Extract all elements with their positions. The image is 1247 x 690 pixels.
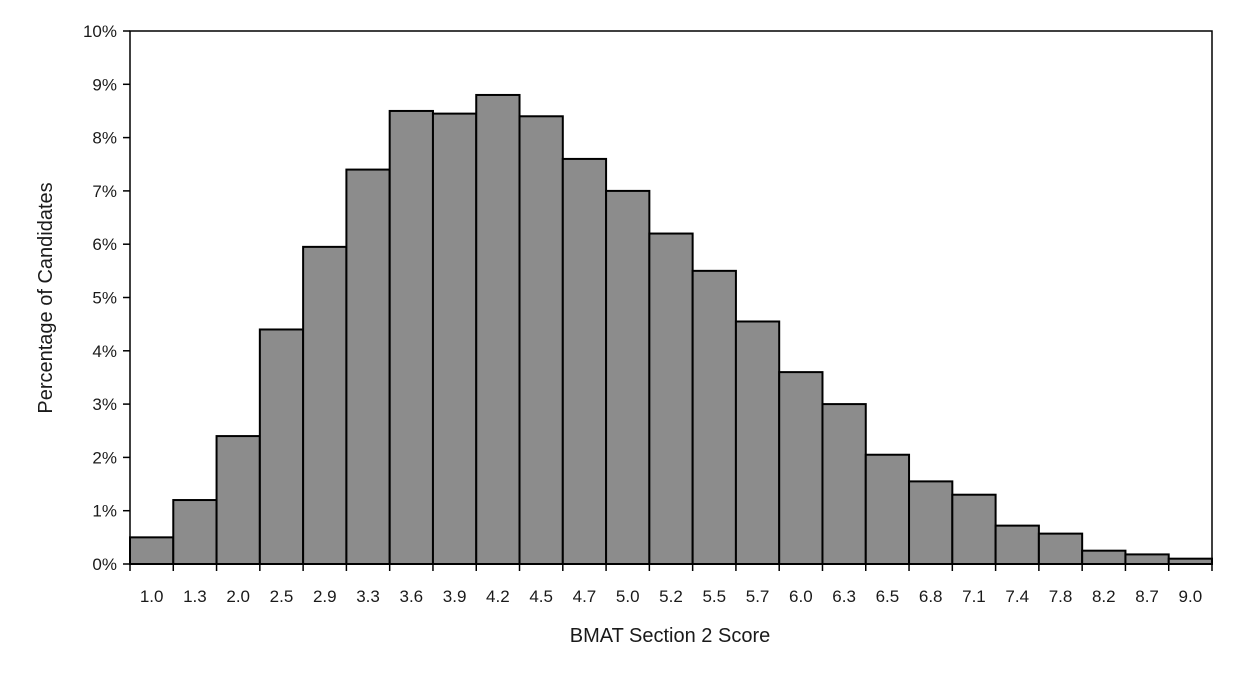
bar-3.9 (431, 112, 478, 566)
x-axis-title: BMAT Section 2 Score (570, 625, 770, 647)
y-tick-labels: 0% 1% 2% 3% 4% 5% 6% 7% 8% 9% 10% (83, 22, 117, 574)
y-tick-label: 5% (92, 289, 117, 308)
bar-5.2 (648, 232, 694, 565)
y-tick-label: 10% (83, 22, 117, 41)
bar-1.0 (129, 536, 175, 565)
bar-4.5 (518, 115, 564, 565)
x-tick-label: 5.7 (746, 587, 770, 606)
bar-6.5 (864, 453, 911, 565)
x-tick-label: 1.3 (183, 587, 207, 606)
x-tick-label: 6.8 (919, 587, 943, 606)
y-tick-label: 4% (92, 342, 117, 361)
x-tick-label: 3.9 (443, 587, 467, 606)
bar-6.8 (908, 480, 954, 566)
bar-3.6 (388, 109, 434, 565)
x-tick-label: 4.2 (486, 587, 510, 606)
x-tick-label: 9.0 (1179, 587, 1203, 606)
x-tick-label: 8.2 (1092, 587, 1116, 606)
bar-6.3 (821, 403, 867, 565)
y-tick-label: 0% (92, 555, 117, 574)
x-tick-label: 6.3 (832, 587, 856, 606)
y-tick-label: 9% (92, 75, 117, 94)
x-tick-label: 6.5 (876, 587, 900, 606)
bar-5.0 (605, 189, 651, 565)
x-tick-label: 2.0 (226, 587, 250, 606)
bars-layer (129, 93, 1213, 566)
bar-1.3 (172, 499, 218, 566)
bar-7.1 (951, 493, 997, 565)
x-tick-label: 5.0 (616, 587, 640, 606)
bar-2.9 (302, 245, 348, 566)
bar-4.2 (475, 93, 521, 566)
bar-2.5 (258, 328, 305, 566)
x-tick-label: 5.2 (659, 587, 683, 606)
y-tick-label: 2% (92, 448, 117, 467)
y-tick-label: 1% (92, 502, 117, 521)
x-tick-label: 3.6 (399, 587, 423, 606)
x-tick-label: 8.7 (1135, 587, 1159, 606)
bar-8.2 (1081, 549, 1127, 565)
x-tick-label: 5.5 (702, 587, 726, 606)
bar-5.7 (734, 320, 781, 565)
x-tick-labels: 1.0 1.3 2.0 2.5 2.9 3.3 3.6 3.9 4.2 4.5 4.7 5.0 5.2 5… (140, 587, 1202, 606)
x-tick-label: 2.9 (313, 587, 337, 606)
y-tick-label: 3% (92, 395, 117, 414)
bar-6.0 (778, 371, 824, 565)
x-tick-label: 2.5 (270, 587, 294, 606)
axes-layer (123, 30, 1213, 571)
bar-7.4 (994, 524, 1040, 566)
y-tick-label: 8% (92, 129, 117, 148)
y-axis-title: Percentage of Candidates (35, 182, 57, 413)
x-tick-label: 4.7 (573, 587, 597, 606)
bar-5.5 (691, 269, 737, 565)
x-tick-label: 7.1 (962, 587, 986, 606)
x-tick-label: 7.8 (1049, 587, 1073, 606)
x-tick-label: 6.0 (789, 587, 813, 606)
x-tick-label: 4.5 (529, 587, 553, 606)
bar-8.7 (1124, 553, 1170, 566)
x-tick-label: 7.4 (1005, 587, 1029, 606)
x-tick-label: 3.3 (356, 587, 380, 606)
bar-3.3 (345, 168, 391, 566)
y-tick-label: 7% (92, 182, 117, 201)
x-tick-label: 1.0 (140, 587, 164, 606)
bar-4.7 (561, 157, 608, 565)
bar-7.8 (1037, 532, 1084, 566)
bar-2.0 (215, 435, 261, 565)
y-tick-label: 6% (92, 235, 117, 254)
bar-9.0 (1167, 557, 1213, 565)
